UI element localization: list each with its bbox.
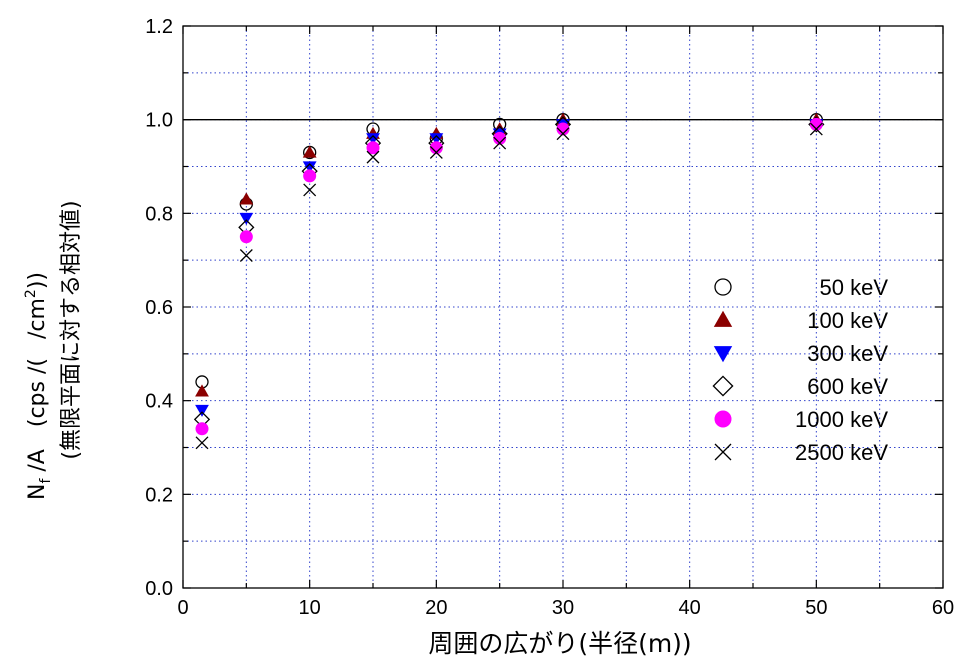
- y-tick-label: 0.2: [145, 484, 173, 506]
- x-tick-label: 50: [805, 597, 827, 619]
- x-tick-label: 30: [552, 597, 574, 619]
- legend-label: 2500 keV: [795, 440, 888, 465]
- data-point: [366, 133, 380, 146]
- data-point: [809, 122, 823, 136]
- y-axis-title-units-open: (cps /(: [25, 358, 50, 427]
- series-2500-kev: [195, 122, 823, 450]
- y-axis-title: (無限平面に対する相対値) Nf /A (cps /( /cm2)): [23, 200, 84, 500]
- legend-marker: [714, 278, 732, 296]
- data-point: [195, 384, 209, 397]
- x-tick-label: 40: [679, 597, 701, 619]
- data-point: [429, 145, 443, 159]
- data-point: [195, 436, 209, 450]
- data-point: [303, 183, 317, 197]
- y-tick-label: 0.8: [145, 203, 173, 225]
- series-300-kev: [195, 119, 824, 417]
- x-tick-labels: 0 10 20 30 40 50 60: [177, 597, 954, 619]
- legend-marker: [714, 410, 732, 428]
- data-point: [366, 150, 380, 164]
- x-tick-label: 60: [932, 597, 954, 619]
- legend-item: 100 keV: [713, 308, 888, 333]
- y-tick-labels: 0.0 0.2 0.4 0.6 0.8 1.0 1.2: [145, 16, 173, 600]
- legend-label: 600 keV: [807, 374, 888, 399]
- series-600-kev: [193, 116, 825, 428]
- data-point: [429, 141, 443, 155]
- y-tick-label: 1.2: [145, 16, 173, 38]
- x-axis-title: 周囲の広がり(半径(m)): [428, 629, 691, 658]
- legend-marker: [713, 346, 733, 363]
- y-axis-title-units-close: )): [25, 272, 50, 289]
- axis-ticks: [182, 25, 944, 589]
- legend-item: 1000 keV: [714, 407, 888, 432]
- data-point: [195, 422, 209, 436]
- data-point: [493, 131, 507, 145]
- data-point: [303, 169, 317, 183]
- data-point: [429, 133, 444, 146]
- data-point: [366, 141, 380, 155]
- y-axis-title-units-sup: 2: [23, 289, 39, 298]
- grid: [183, 26, 943, 588]
- y-axis-title-n-sub: f: [38, 478, 54, 484]
- legend-marker: [713, 310, 733, 327]
- y-tick-label: 1.0: [145, 110, 173, 132]
- data-point: [239, 249, 253, 262]
- data-point: [493, 136, 507, 150]
- y-axis-title-a: /A: [25, 449, 50, 478]
- x-tick-label: 20: [425, 597, 447, 619]
- legend-label: 100 keV: [807, 308, 888, 333]
- y-axis-title-line2: Nf /A (cps /( /cm2)): [23, 272, 54, 500]
- legend-item: 300 keV: [713, 341, 888, 366]
- series-100-kev: [195, 112, 824, 397]
- y-axis-title-units-cm: /cm: [25, 298, 50, 346]
- legend-marker: [714, 443, 732, 461]
- y-tick-label: 0.4: [145, 391, 173, 413]
- legend-item: 600 keV: [712, 374, 888, 399]
- data-point: [239, 192, 254, 205]
- y-axis-title-line1: (無限平面に対する相対値): [59, 200, 84, 459]
- y-tick-label: 0.0: [145, 578, 173, 600]
- legend: 50 keV 100 keV 300 keV 600 keV 1000 keV 2500 …: [712, 275, 889, 465]
- series-1000-kev: [195, 117, 823, 436]
- legend-item: 50 keV: [714, 275, 889, 300]
- x-tick-label: 0: [177, 597, 188, 619]
- data-point: [556, 127, 570, 141]
- data-point: [556, 122, 570, 136]
- legend-label: 50 keV: [820, 275, 889, 300]
- data-point: [195, 404, 209, 417]
- data-point: [239, 230, 253, 244]
- data-point: [809, 117, 823, 131]
- data-point: [302, 145, 317, 158]
- legend-label: 1000 keV: [795, 407, 888, 432]
- legend-label: 300 keV: [807, 341, 888, 366]
- legend-marker: [712, 375, 734, 397]
- data-point: [239, 212, 254, 225]
- data-points: [193, 112, 825, 450]
- data-point: [302, 161, 317, 174]
- y-tick-label: 0.6: [145, 297, 173, 319]
- y-axis-title-n: N: [25, 484, 50, 500]
- legend-item: 2500 keV: [714, 440, 888, 465]
- x-tick-label: 10: [299, 597, 321, 619]
